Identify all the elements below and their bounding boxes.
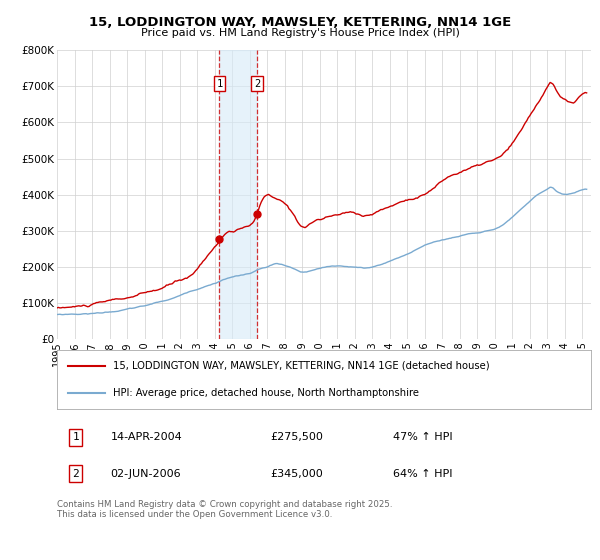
- Text: 14-APR-2004: 14-APR-2004: [110, 432, 182, 442]
- Text: £345,000: £345,000: [271, 469, 323, 479]
- Text: £275,500: £275,500: [271, 432, 323, 442]
- Text: 02-JUN-2006: 02-JUN-2006: [110, 469, 181, 479]
- Text: 1: 1: [73, 432, 79, 442]
- Text: 64% ↑ HPI: 64% ↑ HPI: [394, 469, 453, 479]
- Text: Contains HM Land Registry data © Crown copyright and database right 2025.
This d: Contains HM Land Registry data © Crown c…: [57, 500, 392, 519]
- Text: 15, LODDINGTON WAY, MAWSLEY, KETTERING, NN14 1GE (detached house): 15, LODDINGTON WAY, MAWSLEY, KETTERING, …: [113, 361, 490, 371]
- Bar: [220, 50, 257, 339]
- Text: 15, LODDINGTON WAY, MAWSLEY, KETTERING, NN14 1GE: 15, LODDINGTON WAY, MAWSLEY, KETTERING, …: [89, 16, 511, 29]
- Text: 47% ↑ HPI: 47% ↑ HPI: [394, 432, 453, 442]
- Text: HPI: Average price, detached house, North Northamptonshire: HPI: Average price, detached house, Nort…: [113, 388, 419, 398]
- Text: Price paid vs. HM Land Registry's House Price Index (HPI): Price paid vs. HM Land Registry's House …: [140, 28, 460, 38]
- Text: 2: 2: [73, 469, 79, 479]
- Text: 1: 1: [217, 78, 223, 88]
- Text: 2: 2: [254, 78, 260, 88]
